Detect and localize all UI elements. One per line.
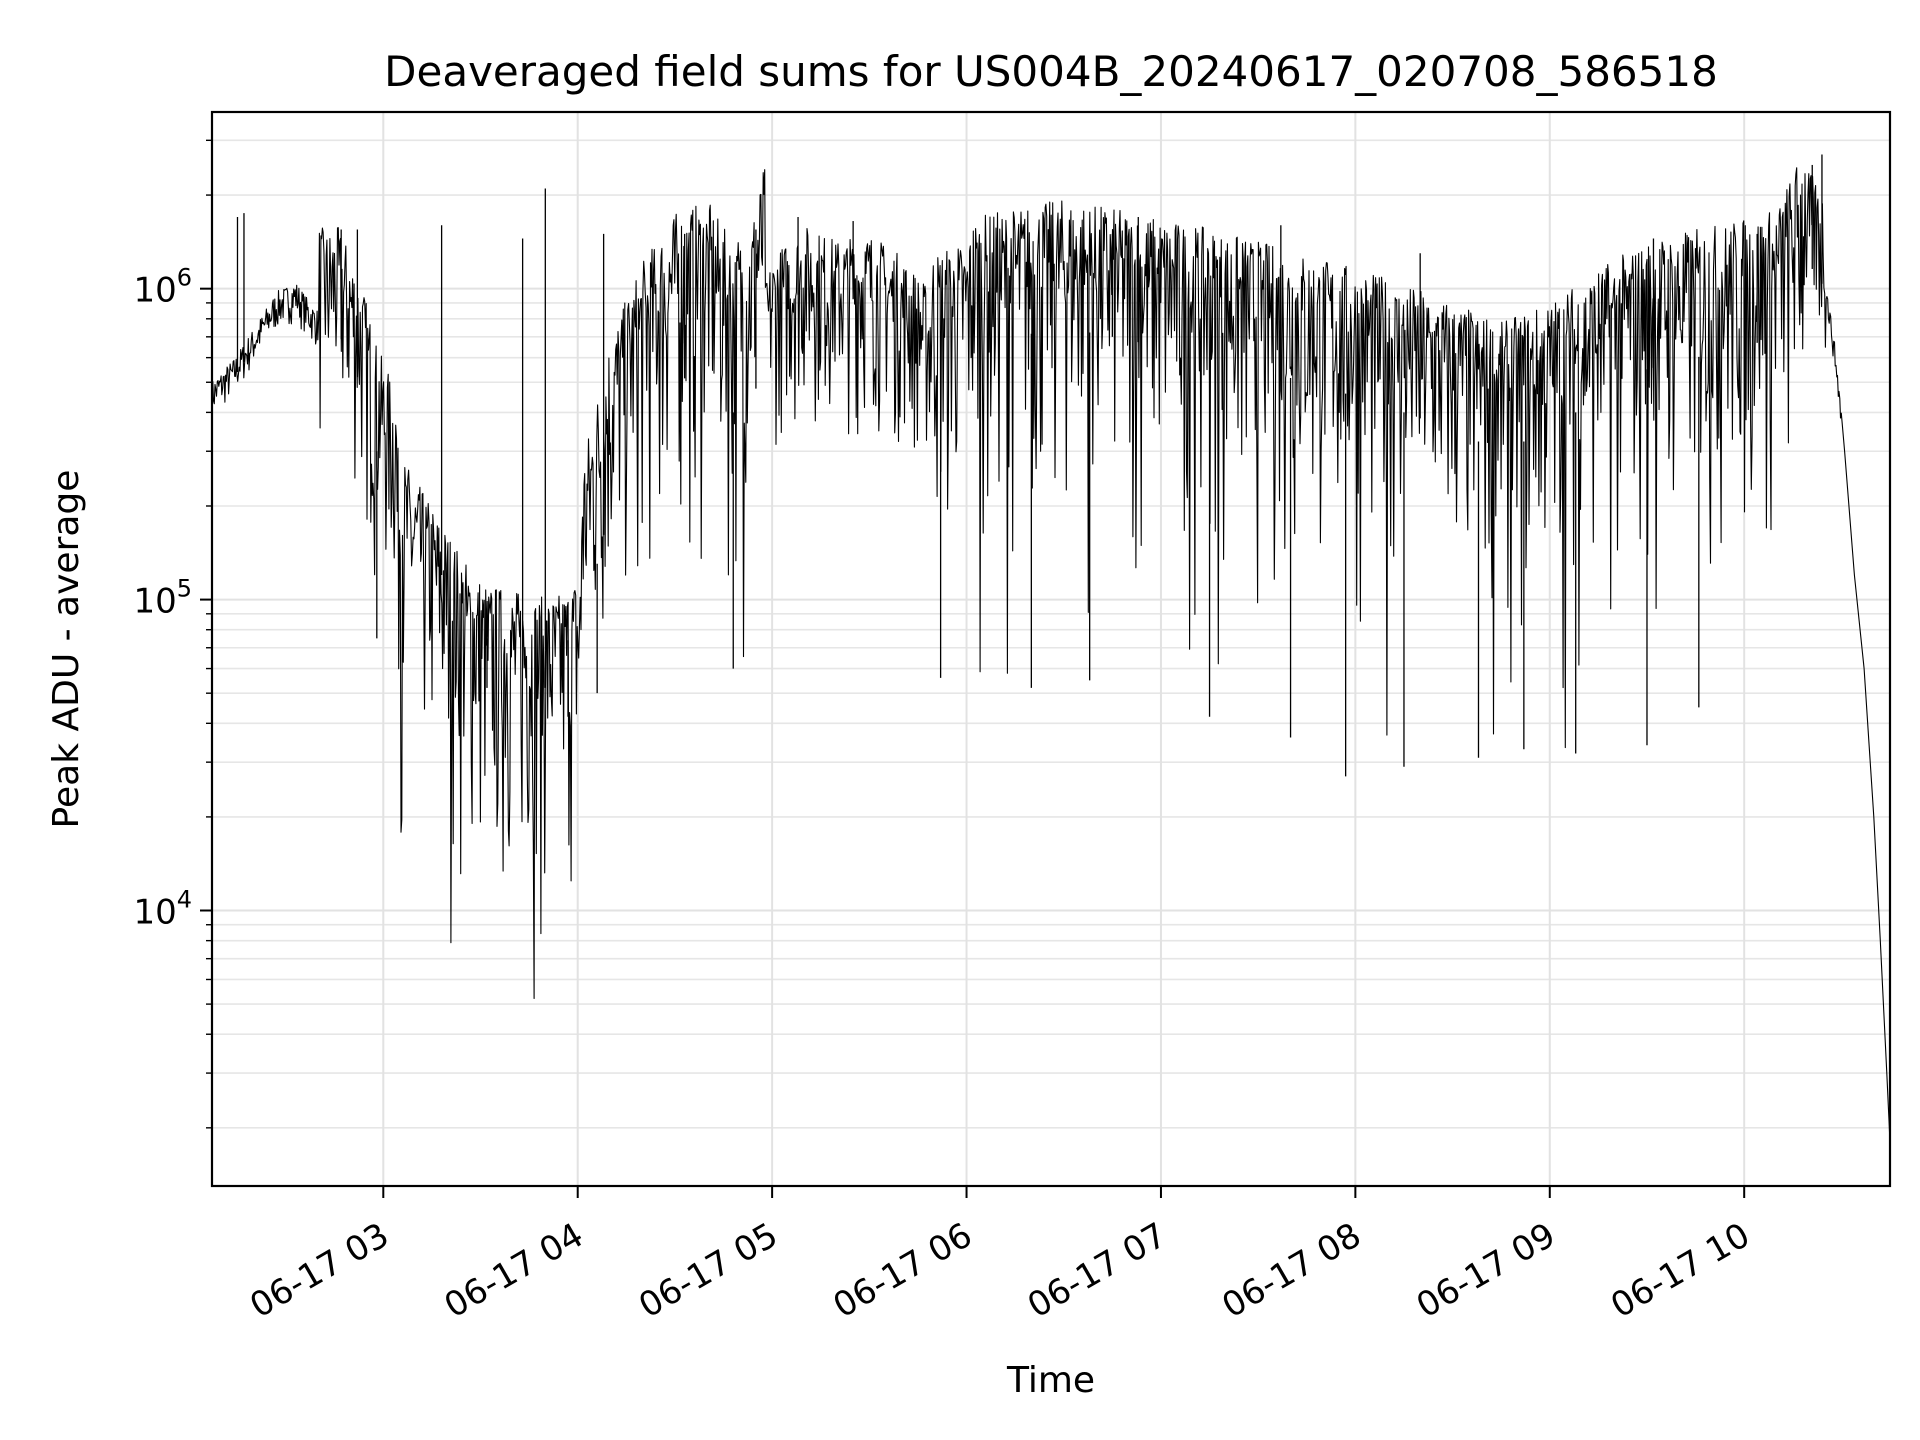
y-axis: 104 105 106 (133, 139, 212, 1129)
plot-frame (210, 110, 1892, 1188)
y-tick-label: 104 (133, 886, 192, 933)
y-tick-label: 105 (133, 575, 192, 622)
y-axis-label: Peak ADU - average (46, 470, 87, 829)
series-line (211, 167, 1891, 1143)
y-tick-label: 106 (133, 264, 192, 311)
series-layer (211, 154, 1891, 1143)
chart-title: Deaveraged field sums for US004B_2024061… (384, 47, 1718, 96)
x-axis-label: Time (1006, 1360, 1095, 1401)
